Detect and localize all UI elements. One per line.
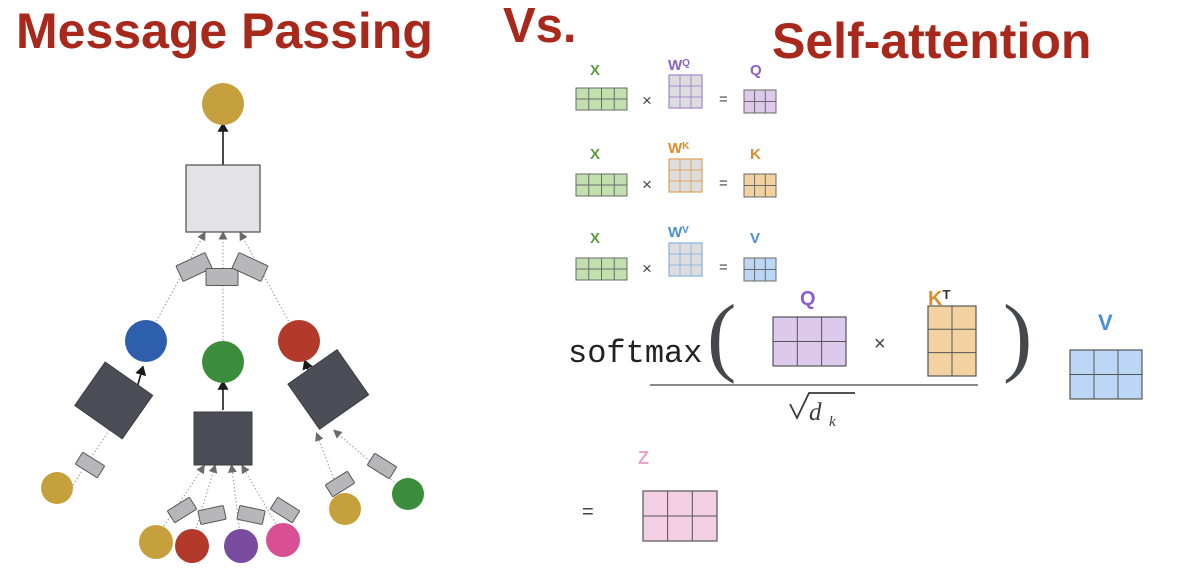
svg-text:): )	[1003, 288, 1032, 385]
svg-text:=: =	[582, 501, 594, 523]
svg-text:Q: Q	[800, 288, 816, 310]
svg-text:=: =	[719, 91, 728, 108]
svg-text:d: d	[809, 399, 822, 426]
svg-text:(: (	[707, 288, 736, 385]
svg-text:K: K	[750, 146, 761, 163]
svg-text:V: V	[750, 230, 760, 247]
svg-text:×: ×	[642, 91, 652, 110]
svg-text:=: =	[719, 259, 728, 276]
svg-text:Q: Q	[750, 62, 762, 79]
svg-text:×: ×	[874, 333, 886, 355]
svg-text:×: ×	[642, 175, 652, 194]
svg-text:V: V	[1098, 310, 1113, 335]
svg-text:softmax: softmax	[568, 335, 702, 372]
svg-text:X: X	[590, 62, 600, 79]
svg-text:X: X	[590, 230, 600, 247]
svg-text:k: k	[829, 414, 836, 430]
svg-text:X: X	[590, 146, 600, 163]
svg-text:WQ: WQ	[668, 57, 690, 74]
svg-text:×: ×	[642, 259, 652, 278]
svg-text:=: =	[719, 175, 728, 192]
svg-text:WK: WK	[668, 140, 690, 157]
svg-text:Z: Z	[638, 448, 649, 468]
svg-text:WV: WV	[668, 224, 689, 241]
